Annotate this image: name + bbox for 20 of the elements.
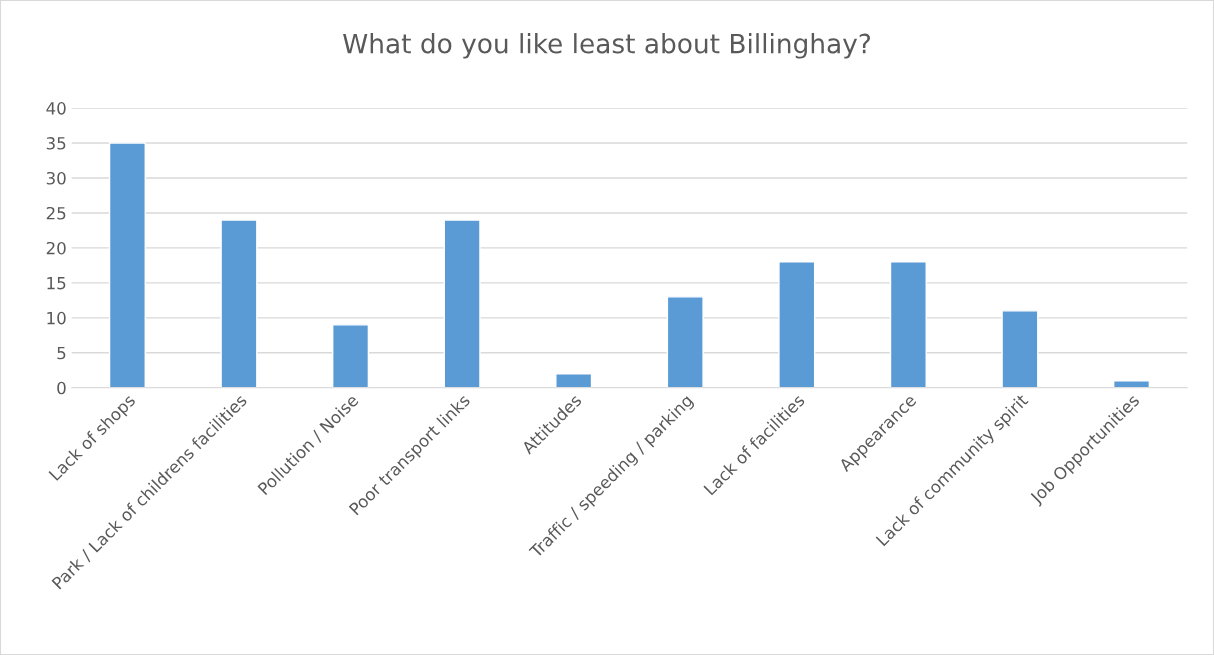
bar (331, 324, 370, 388)
chart-title: What do you like least about Billinghay? (343, 33, 870, 59)
y-tick-label: 35 (46, 137, 66, 150)
bar (443, 219, 481, 388)
bar (778, 261, 816, 388)
y-tick-label: 40 (46, 102, 66, 115)
bar (1112, 380, 1151, 388)
y-tick-label: 15 (47, 277, 66, 290)
y-tick-label: 25 (46, 206, 66, 220)
y-tick-label: 10 (47, 311, 66, 325)
bar (1001, 310, 1039, 388)
y-tick-label: 5 (57, 346, 66, 360)
bar (220, 219, 258, 388)
y-tick-label: 20 (46, 241, 66, 255)
bar (555, 373, 593, 388)
bar (666, 296, 704, 388)
bar (108, 142, 146, 388)
bar (889, 261, 927, 388)
y-tick-label: 30 (46, 171, 66, 185)
y-tick-label: 0 (57, 381, 66, 395)
